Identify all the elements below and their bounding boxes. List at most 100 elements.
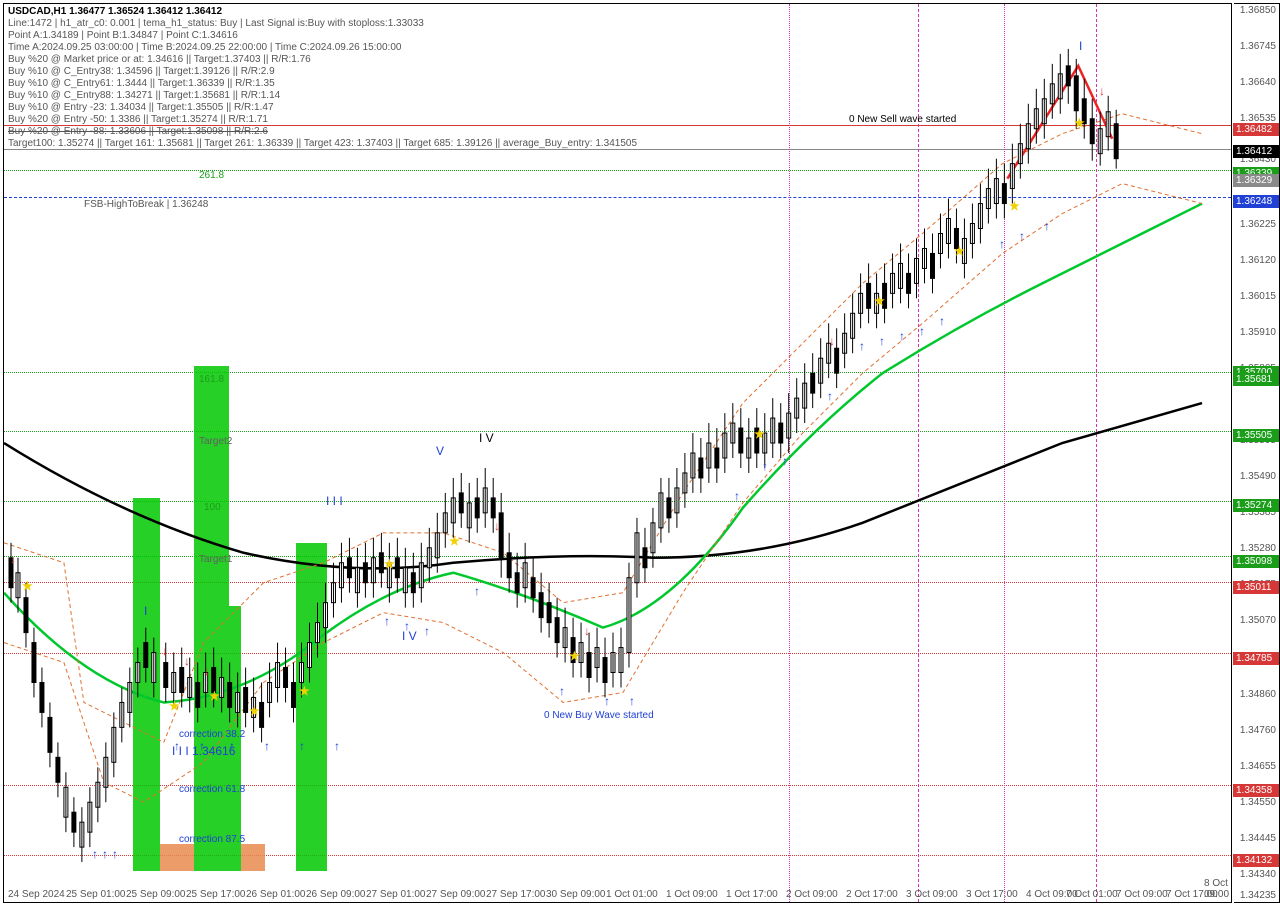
correction-875: correction 87.5 [179,834,245,845]
chart-area[interactable]: ↓ ↑ ↑ ↑ ↓ ↓ ↓ ↑ ↑ ↑ ↑ ↑ ↑ ↑ ↑ ↑ ↑ ↓ ↑ ↓ … [3,3,1232,903]
xtick: 1 Oct 17:00 [726,889,778,900]
arrow-up: ↑ [919,324,925,338]
new-buy-wave: 0 New Buy Wave started [544,710,654,721]
vline-4 [1096,4,1097,902]
new-sell-wave: 0 New Sell wave started [849,114,956,125]
xtick: 3 Oct 09:00 [906,889,958,900]
xtick: 26 Sep 09:00 [306,889,366,900]
ytick: 1.36745 [1240,41,1276,52]
info-line-5: Buy %20 @ Market price or at: 1.34616 ||… [8,54,311,65]
ytick: 1.36120 [1240,255,1276,266]
xtick: 26 Sep 01:00 [246,889,306,900]
arrow-down: ↓ [162,644,168,658]
arrow-up: ↑ [734,489,740,503]
fsb-label: FSB-HighToBreak | 1.36248 [84,199,208,210]
xtick: 2 Oct 09:00 [786,889,838,900]
wave-iii-top: I I I [326,494,343,508]
arrow-up: ↑ [102,847,108,861]
star-marker: ★ [169,699,180,713]
vline-3 [1004,4,1005,902]
ytick: 1.34655 [1240,761,1276,772]
xtick: 24 Sep 2024 [8,889,65,900]
ytick: 1.34340 [1240,869,1276,880]
hline-blue [4,197,1231,198]
star-marker: ★ [954,244,965,258]
y-axis: 1.36850 1.36745 1.36640 1.36535 1.36430 … [1234,3,1280,903]
arrow-up: ↑ [827,389,833,403]
ytick: 1.34235 [1240,890,1276,901]
target1: Target1 [199,554,232,565]
arrow-up: ↑ [474,584,480,598]
price-tag: 1.36482 [1233,123,1279,136]
info-line-7: Buy %10 @ C_Entry61: 1.3444 || Target:1.… [8,78,275,89]
xtick: 30 Sep 09:00 [546,889,606,900]
info-line-2: Line:1472 | h1_atr_c0: 0.001 | tema_h1_s… [8,18,424,29]
correction-618: correction 61.8 [179,784,245,795]
wave-iii-label: I I I 1.34616 [172,744,235,758]
star-marker: ★ [384,557,395,571]
arrow-down: ↓ [829,334,835,348]
info-line-11: Buy %20 @ Entry -88: 1.33606 || Target:1… [8,126,268,137]
star-marker: ★ [569,649,580,663]
ytick: 1.34760 [1240,725,1276,736]
wave-iv-top: I V [479,431,494,445]
hline-g5 [4,556,1231,557]
arrow-down: ↓ [584,624,590,638]
arrow-up: ↑ [604,694,610,708]
arrow-down: ↓ [494,519,500,533]
price-tag: 1.35274 [1233,499,1279,512]
arrow-up: ↑ [559,684,565,698]
symbol-header: USDCAD,H1 1.36477 1.36524 1.36412 1.3641… [8,6,222,17]
arrow-down: ↓ [1099,84,1105,98]
arrow-up: ↑ [92,847,98,861]
arrow-up: ↑ [384,614,390,628]
correction-382: correction 38.2 [179,729,245,740]
price-tag: 1.34132 [1233,854,1279,867]
star-marker: ★ [249,704,260,718]
info-line-10: Buy %20 @ Entry -50: 1.3386 || Target:1.… [8,114,268,125]
price-tag: 1.34785 [1233,652,1279,665]
hline-g1 [4,170,1231,171]
star-marker: ★ [209,689,220,703]
ytick: 1.35910 [1240,327,1276,338]
vline-2 [918,4,919,902]
vline-1 [789,4,790,902]
wave-v: V [436,444,444,458]
green-zone-1 [133,498,160,871]
xtick: 27 Sep 01:00 [366,889,426,900]
star-marker: ★ [449,534,460,548]
xtick: 25 Sep 09:00 [126,889,186,900]
price-tag: 1.34358 [1233,784,1279,797]
arrow-up: ↑ [1019,229,1025,243]
xtick: 25 Sep 01:00 [66,889,126,900]
target2: Target2 [199,436,232,447]
xtick: 2 Oct 17:00 [846,889,898,900]
ytick: 1.36850 [1240,5,1276,16]
info-line-9: Buy %10 @ Entry -23: 1.34034 || Target:1… [8,102,274,113]
arrow-up: ↑ [939,314,945,328]
xtick: 25 Sep 17:00 [186,889,246,900]
price-tag: 1.35505 [1233,429,1279,442]
arrow-up: ↑ [879,334,885,348]
hline-g2 [4,372,1231,373]
price-tag: 1.35011 [1233,581,1279,594]
xtick: 7 Oct 01:00 [1066,889,1118,900]
star-marker: ★ [874,294,885,308]
star-marker: ★ [299,684,310,698]
star-marker: ★ [22,579,33,593]
arrow-up: ↑ [299,739,305,753]
ytick: 1.35070 [1240,615,1276,626]
orange-zone-1 [160,844,194,871]
hline-r1 [4,582,1231,583]
hline-g3 [4,431,1231,432]
price-tag-current: 1.36412 [1233,145,1279,158]
info-line-4: Time A:2024.09.25 03:00:00 | Time B:2024… [8,42,401,53]
star-marker: ★ [1009,199,1020,213]
orange-zone-2 [241,844,266,871]
arrow-up: ↑ [762,459,768,473]
ytick: 1.36015 [1240,291,1276,302]
arrow-up: ↑ [999,237,1005,251]
arrow-up: ↑ [112,847,118,861]
xtick: 1 Oct 09:00 [666,889,718,900]
arrow-up: ↑ [264,739,270,753]
